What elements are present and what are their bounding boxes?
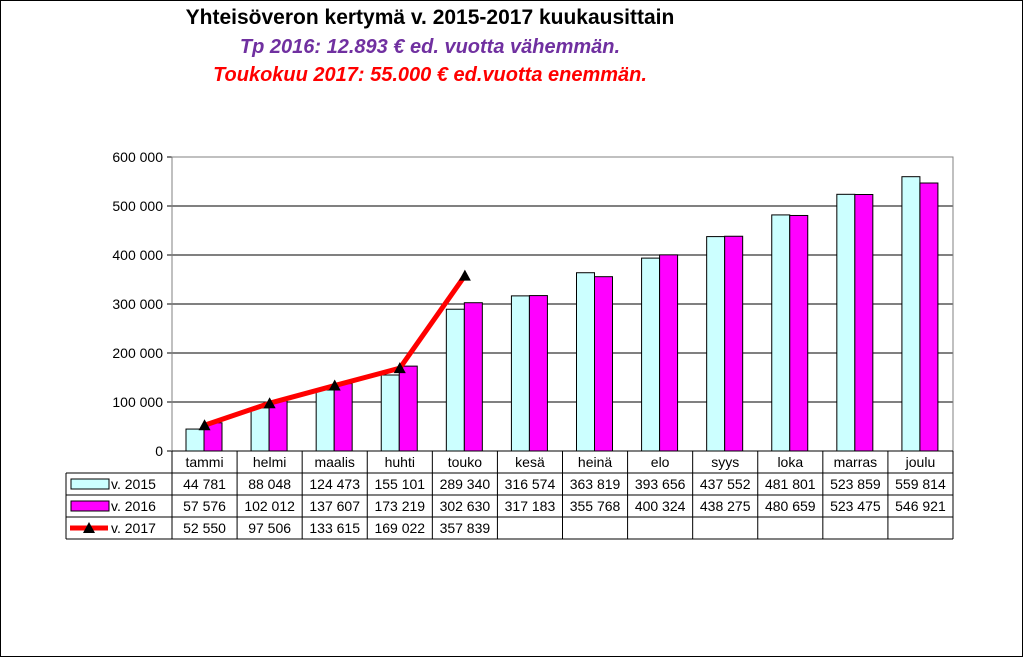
bar — [659, 254, 679, 452]
category-label: tammi — [185, 454, 223, 470]
data-label: 97 506 — [248, 520, 291, 536]
category-label: heinä — [578, 454, 612, 470]
data-label: 357 839 — [440, 520, 491, 536]
y-tick-label: 400 000 — [112, 247, 163, 263]
data-label: 437 552 — [700, 476, 751, 492]
bar — [510, 295, 530, 452]
data-label: 302 630 — [440, 498, 491, 514]
bar — [594, 276, 613, 452]
data-label: 88 048 — [248, 476, 291, 492]
data-label: 481 801 — [765, 476, 816, 492]
bar — [333, 383, 353, 452]
data-label: 317 183 — [505, 498, 556, 514]
data-label: 523 475 — [830, 498, 881, 514]
data-label: 173 219 — [374, 498, 425, 514]
y-tick-label: 100 000 — [112, 394, 163, 410]
category-label: elo — [651, 454, 670, 470]
line-marker — [458, 269, 471, 281]
legend-label: v. 2016 — [111, 498, 156, 514]
bar — [315, 389, 335, 452]
data-label: 102 012 — [244, 498, 295, 514]
bar — [901, 176, 921, 452]
bar — [445, 308, 465, 452]
category-label: kesä — [515, 454, 545, 470]
category-label: syys — [711, 454, 739, 470]
data-label: 393 656 — [635, 476, 686, 492]
chart-title: Yhteisöveron kertymä v. 2015-2017 kuukau… — [185, 6, 675, 29]
y-tick-label: 500 000 — [112, 198, 163, 214]
category-label: marras — [834, 454, 878, 470]
data-label: 124 473 — [309, 476, 360, 492]
chart-subtitle-2017: Toukokuu 2017: 55.000 € ed.vuotta enemmä… — [213, 64, 647, 86]
data-label: 438 275 — [700, 498, 751, 514]
data-label: 400 324 — [635, 498, 686, 514]
data-label: 546 921 — [895, 498, 946, 514]
legend-label: v. 2015 — [111, 476, 156, 492]
bar — [463, 302, 483, 452]
data-label: 44 781 — [183, 476, 226, 492]
bar — [789, 214, 809, 452]
data-label: 169 022 — [374, 520, 425, 536]
y-tick-label: 0 — [155, 443, 163, 459]
bar — [641, 257, 661, 452]
y-tick-label: 600 000 — [112, 149, 163, 165]
data-label: 523 859 — [830, 476, 881, 492]
bar — [919, 182, 939, 452]
data-label: 289 340 — [440, 476, 491, 492]
bar — [528, 295, 548, 452]
bar — [836, 193, 856, 452]
data-label: 480 659 — [765, 498, 816, 514]
data-label: 57 576 — [183, 498, 226, 514]
bar — [771, 214, 791, 452]
category-label: joulu — [905, 454, 936, 470]
line-marker — [263, 397, 276, 409]
category-label: maalis — [314, 454, 354, 470]
legend-key — [70, 478, 110, 490]
legend-key — [70, 500, 110, 512]
bar — [576, 272, 595, 452]
data-label: 316 574 — [505, 476, 556, 492]
bar — [854, 193, 874, 452]
line-marker — [393, 362, 406, 374]
data-label: 355 768 — [570, 498, 621, 514]
bar — [724, 235, 744, 452]
data-label: 52 550 — [183, 520, 226, 536]
bar — [398, 365, 418, 452]
bar — [380, 374, 400, 452]
y-tick-label: 200 000 — [112, 345, 163, 361]
bar — [185, 428, 205, 452]
data-label: 133 615 — [309, 520, 360, 536]
bar — [268, 400, 288, 452]
y-tick-label: 300 000 — [112, 296, 163, 312]
legend-marker — [83, 522, 95, 533]
line-marker — [328, 379, 341, 391]
bar — [250, 407, 270, 452]
category-label: loka — [777, 454, 803, 470]
data-label: 559 814 — [895, 476, 946, 492]
data-label: 137 607 — [309, 498, 360, 514]
legend-label: v. 2017 — [111, 520, 156, 536]
line-marker — [198, 419, 211, 431]
data-label: 363 819 — [570, 476, 621, 492]
bar — [706, 236, 726, 452]
data-label: 155 101 — [374, 476, 425, 492]
category-label: touko — [448, 454, 482, 470]
chart-subtitle-2016: Tp 2016: 12.893 € ed. vuotta vähemmän. — [239, 36, 621, 58]
category-label: huhti — [385, 454, 415, 470]
category-label: helmi — [253, 454, 286, 470]
